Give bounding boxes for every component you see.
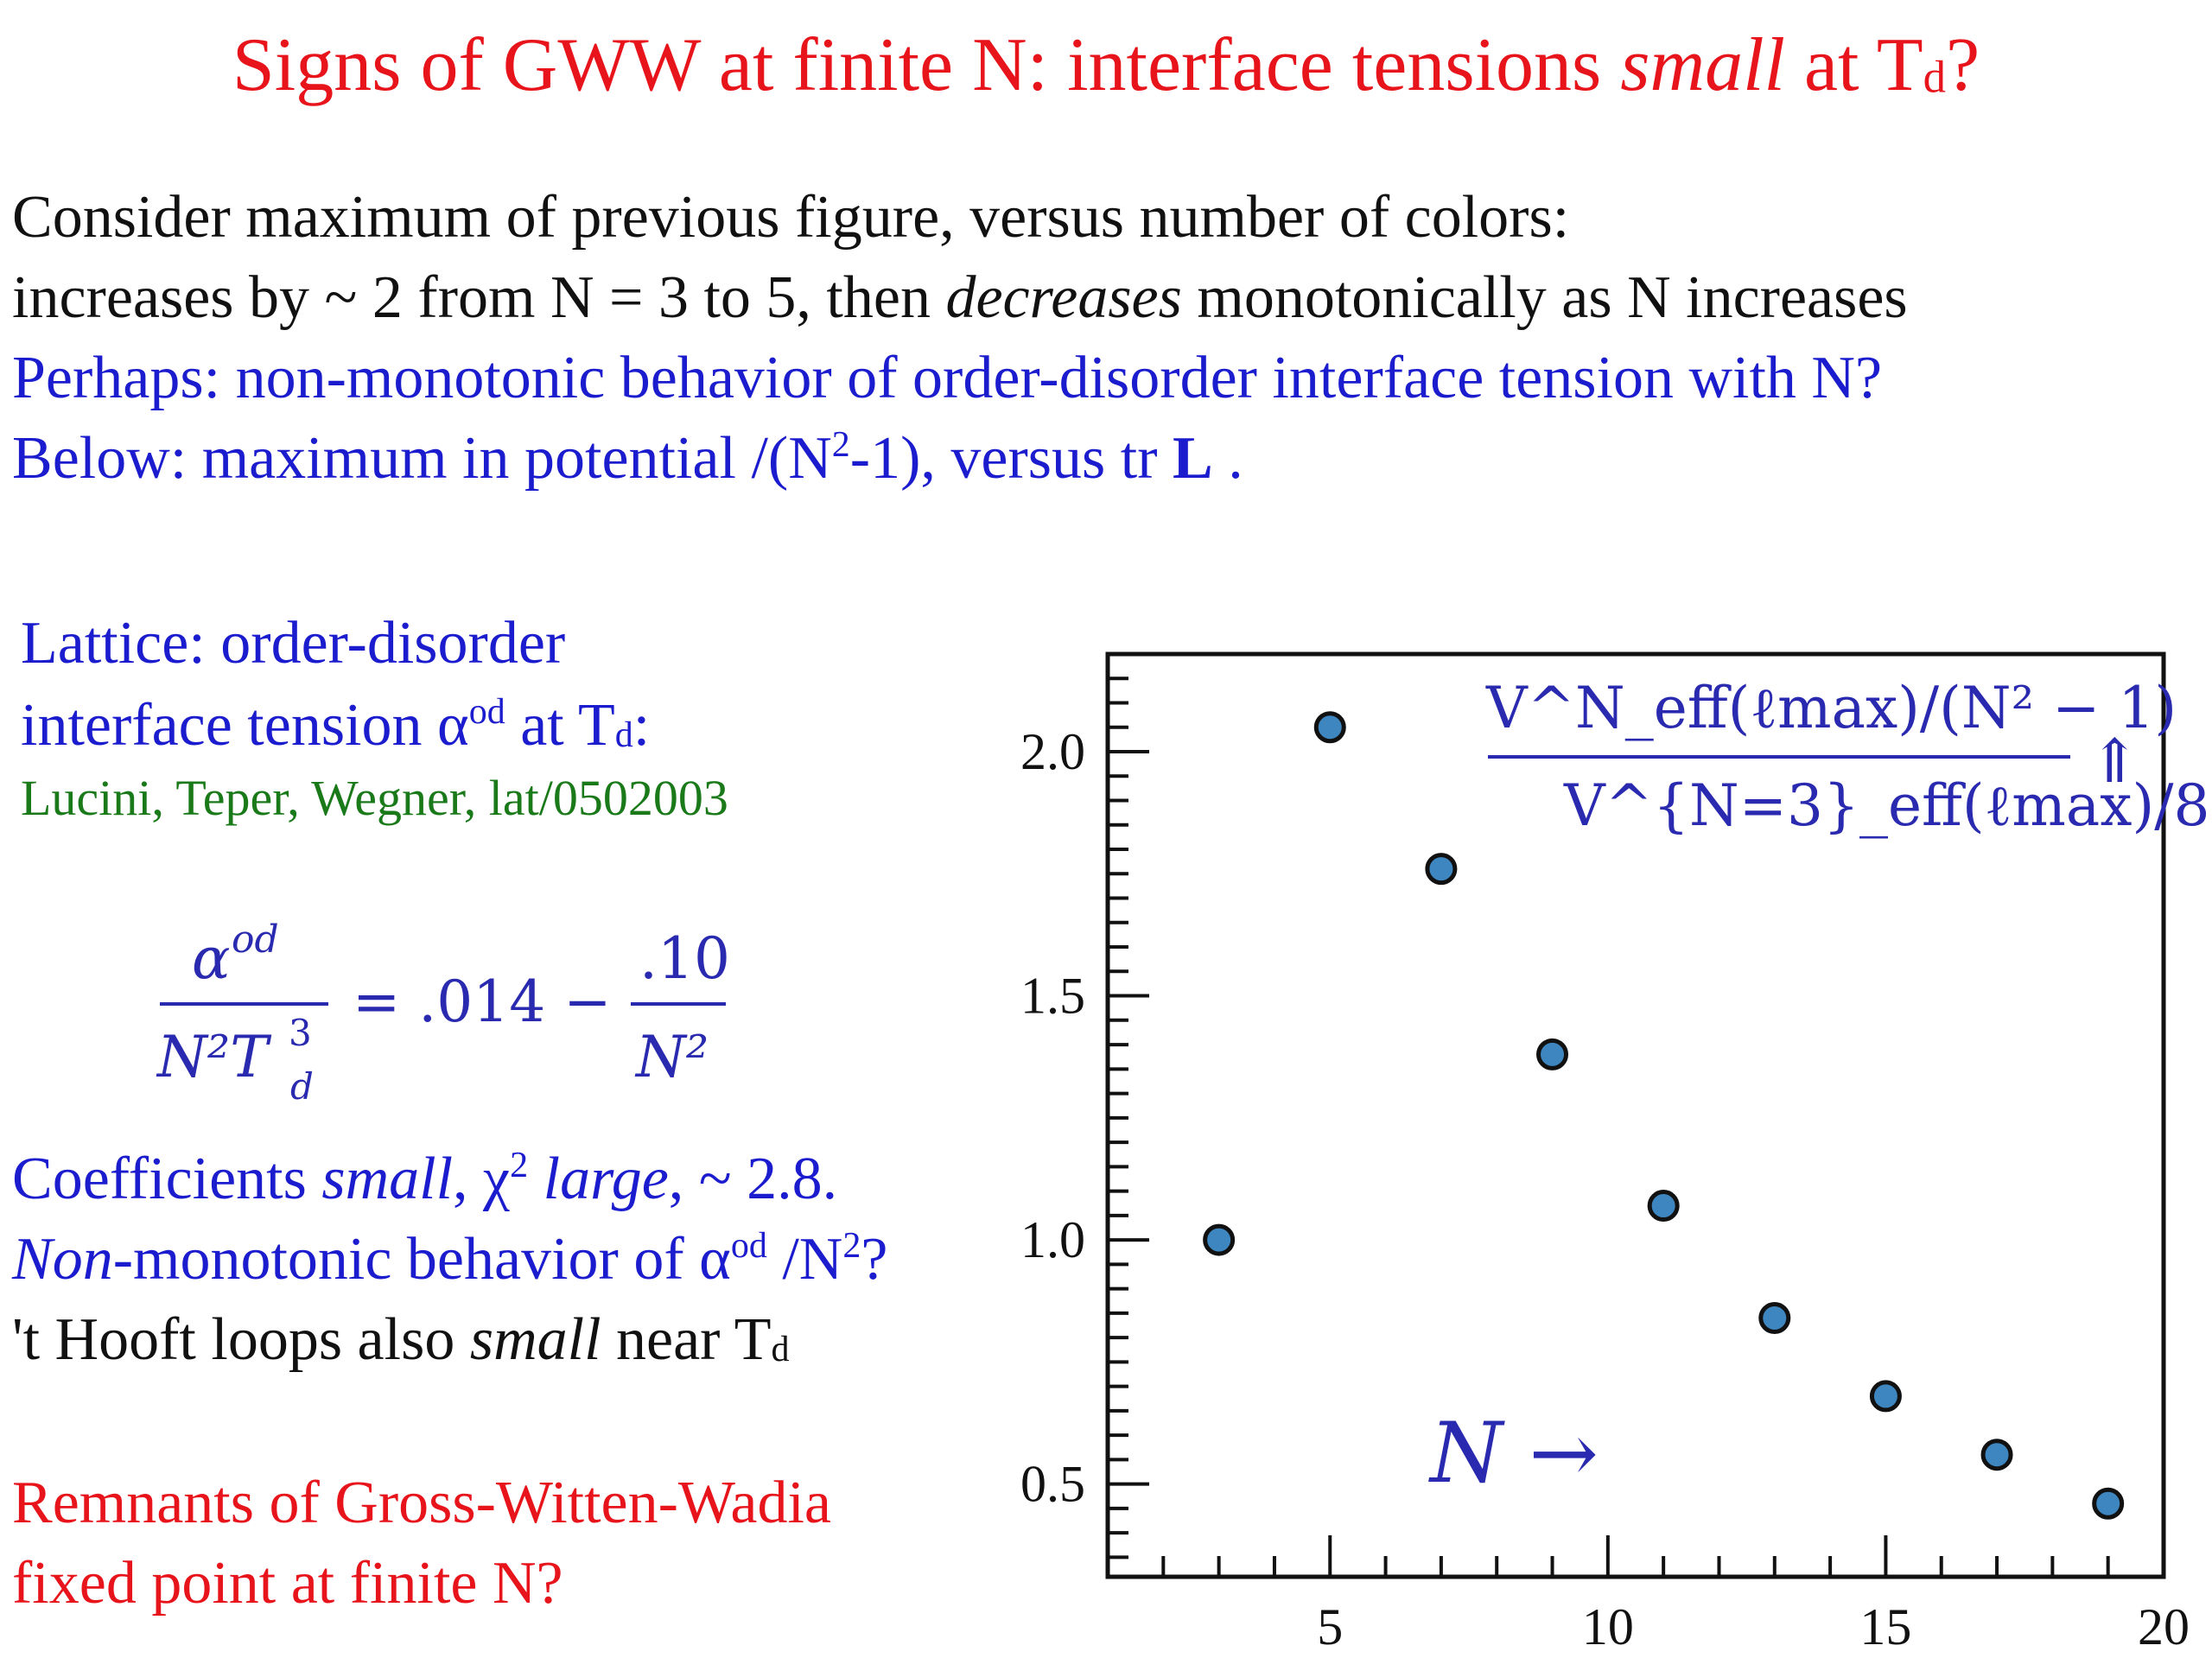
data-point — [1758, 1302, 1791, 1335]
eq-num-right: .10 — [639, 925, 730, 992]
remnants-line-1: Remnants of Gross-Witten-Wadia — [12, 1470, 831, 1536]
remnants-line-2: fixed point at finite N? — [12, 1550, 563, 1617]
intro-line-1: Consider maximum of previous figure, ver… — [12, 184, 1570, 251]
eq-den-left-sup: 3 — [289, 1012, 312, 1054]
data-point — [1980, 1439, 2013, 1471]
y-tick-label: 1.0 — [1020, 1211, 1085, 1268]
y-label-numerator: V^N_eff(ℓmax)/(N² − 1) — [1485, 675, 2177, 741]
eq-equals: = .014 − — [353, 969, 612, 1035]
x-tick-label: 15 — [1859, 1598, 1911, 1655]
intro-line-2: increases by ~ 2 from N = 3 to 5, then d… — [12, 264, 1908, 331]
data-point — [1425, 853, 1458, 886]
n-arrow-annotation: N → — [1428, 1405, 1599, 1502]
data-point — [1536, 1038, 1569, 1070]
x-tick-label: 10 — [1582, 1598, 1634, 1655]
equation: α od N²T 3 d = .014 − .10 N² — [156, 918, 730, 1108]
data-points — [1203, 711, 2125, 1520]
lattice-line-2: interface tension αod at Td: — [21, 691, 651, 759]
data-point — [1869, 1380, 1902, 1413]
data-point — [1203, 1223, 1236, 1256]
x-tick-label: 5 — [1317, 1598, 1343, 1655]
data-point — [1313, 711, 1346, 744]
intro-line-4: Below: maximum in potential /(N2-1), ver… — [12, 424, 1243, 492]
data-point — [2092, 1487, 2125, 1520]
plot-frame — [1105, 651, 2166, 1579]
up-arrow-icon: ⇑ — [2089, 726, 2140, 797]
eq-den-left: N²T — [156, 1024, 272, 1090]
y-label-denominator: V^{N=3}_eff(ℓmax)/8 — [1563, 772, 2209, 839]
data-point — [1647, 1190, 1680, 1223]
citation: Lucini, Teper, Wegner, lat/0502003 — [21, 770, 728, 826]
y-tick-label: 2.0 — [1020, 723, 1085, 780]
y-quantity-label: V^N_eff(ℓmax)/(N² − 1) V^{N=3}_eff(ℓmax)… — [1485, 675, 2209, 839]
page-title: Signs of GWW at finite N: interface tens… — [232, 23, 1980, 107]
y-tick-label: 0.5 — [1020, 1456, 1085, 1513]
eq-den-right: N² — [634, 1024, 709, 1090]
coeff-line-3: 't Hooft loops also small near Td — [12, 1306, 790, 1373]
lattice-line-1: Lattice: order-disorder — [21, 610, 566, 677]
intro-line-3: Perhaps: non-monotonic behavior of order… — [12, 345, 1883, 411]
tick-marks — [1106, 652, 2165, 1577]
tick-labels: 5 10 15 20 0.5 1.0 1.5 2.0 — [1020, 723, 2190, 1655]
eq-den-left-sub: d — [290, 1065, 314, 1108]
y-tick-label: 1.5 — [1020, 968, 1085, 1025]
coeff-line-1: Coefficients small, χ2 large, ~ 2.8. — [12, 1145, 838, 1212]
x-tick-label: 20 — [2138, 1598, 2190, 1655]
eq-num-left-sup: od — [232, 918, 279, 962]
coeff-line-2: Non-monotonic behavior of αod /N2? — [12, 1225, 888, 1293]
eq-num-left: α — [192, 925, 231, 992]
